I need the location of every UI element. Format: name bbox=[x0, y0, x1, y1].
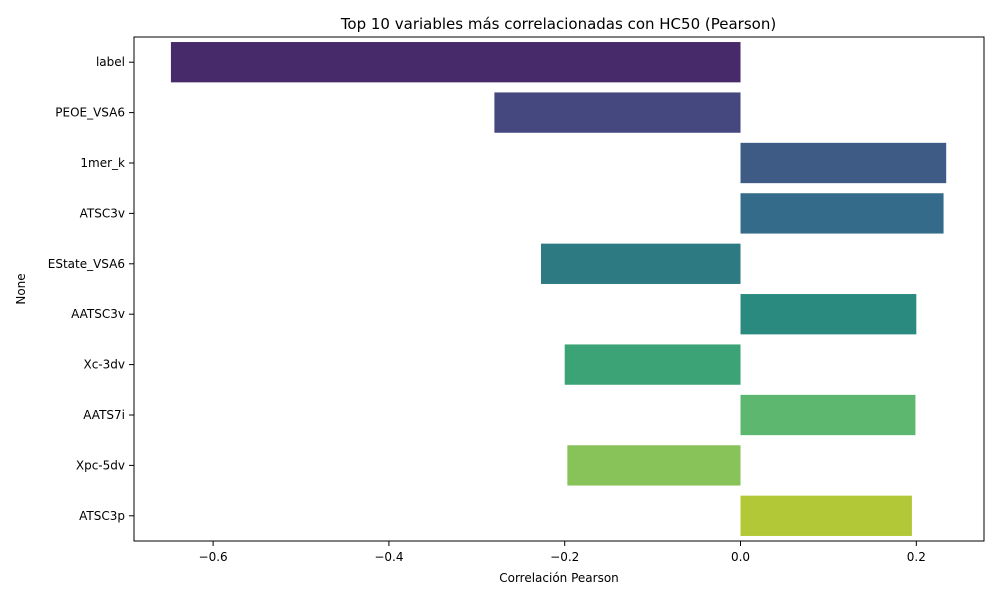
y-tick-label: ATSC3p bbox=[79, 509, 125, 523]
bar-PEOE_VSA6 bbox=[494, 92, 741, 133]
bar-AATS7i bbox=[740, 394, 916, 436]
chart-title: Top 10 variables más correlacionadas con… bbox=[340, 15, 776, 33]
bar-AATSC3v bbox=[740, 294, 917, 335]
y-tick-label: Xpc-5dv bbox=[76, 458, 125, 472]
x-axis: −0.6 −0.4 −0.2 0.0 0.2 bbox=[199, 541, 926, 564]
y-tick-label: AATSC3v bbox=[71, 307, 125, 321]
x-tick-label: −0.4 bbox=[374, 550, 403, 564]
y-tick-label: ATSC3v bbox=[80, 206, 125, 220]
bar-Xpc-5dv bbox=[567, 445, 741, 486]
bar-label bbox=[170, 42, 741, 83]
y-tick-label: PEOE_VSA6 bbox=[55, 106, 125, 120]
y-tick-label: AATS7i bbox=[83, 408, 125, 422]
y-tick-label: label bbox=[96, 55, 125, 69]
y-tick-label: EState_VSA6 bbox=[48, 257, 125, 271]
y-tick-label: 1mer_k bbox=[80, 156, 125, 170]
y-axis: label PEOE_VSA6 1mer_k ATSC3v EState_VSA6 AAT… bbox=[48, 55, 134, 523]
x-tick-label: −0.6 bbox=[199, 550, 228, 564]
bar-EState_VSA6 bbox=[540, 243, 741, 284]
x-tick-label: 0.2 bbox=[907, 550, 926, 564]
bar-Xc-3dv bbox=[564, 344, 741, 385]
bar-ATSC3p bbox=[740, 495, 912, 536]
y-tick-label: Xc-3dv bbox=[83, 358, 125, 372]
x-tick-label: 0.0 bbox=[731, 550, 750, 564]
bar-1mer_k bbox=[740, 142, 947, 184]
x-axis-label: Correlación Pearson bbox=[499, 571, 619, 585]
bar-ATSC3v bbox=[740, 193, 944, 234]
bars-group bbox=[170, 42, 947, 536]
x-tick-label: −0.2 bbox=[550, 550, 579, 564]
y-axis-label: None bbox=[14, 273, 28, 304]
plot-frame bbox=[133, 36, 985, 542]
